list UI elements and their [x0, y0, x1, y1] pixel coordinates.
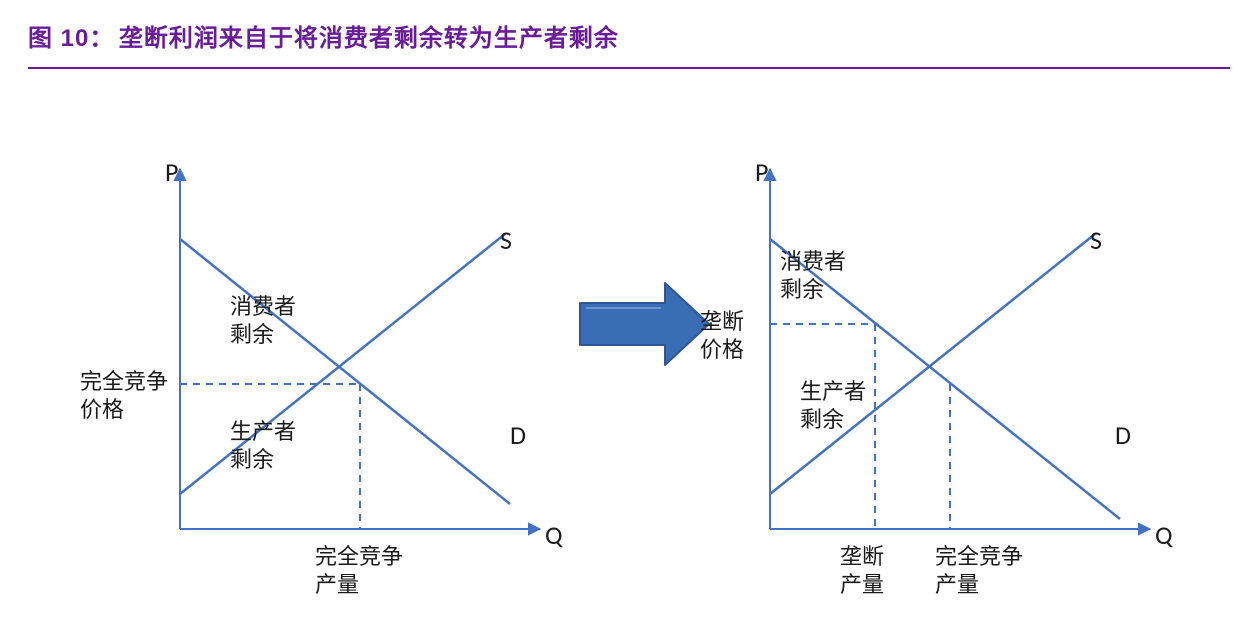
label-consumer_surplus_l1: 消费者	[230, 294, 296, 319]
p-label: P	[165, 156, 178, 188]
label-producer_surplus_l2: 剩余	[800, 407, 844, 432]
label-monopoly_price_l2: 价格	[700, 337, 744, 362]
label-compet_q_l1: 完全竞争	[935, 544, 1023, 569]
label-monopoly_price_l1: 垄断	[700, 309, 744, 334]
label-price_l2: 价格	[80, 397, 124, 422]
title-row: 图 10： 垄断利润来自于将消费者剩余转为生产者剩余	[0, 0, 1258, 63]
d-label: D	[510, 419, 526, 451]
s-label: S	[1090, 224, 1102, 256]
label-quantity_l2: 产量	[315, 572, 359, 597]
charts-area: PQSD消费者剩余完全竞争价格生产者剩余完全竞争产量PQSD消费者剩余垄断价格生…	[0, 69, 1258, 629]
q-label: Q	[545, 519, 563, 551]
label-quantity_l1: 完全竞争	[315, 544, 403, 569]
left-chart: PQSD消费者剩余完全竞争价格生产者剩余完全竞争产量	[80, 156, 563, 597]
label-consumer_surplus_l1: 消费者	[780, 249, 846, 274]
label-monopoly_q_l1: 垄断	[840, 544, 884, 569]
label-compet_q_l2: 产量	[935, 572, 979, 597]
right-chart: PQSD消费者剩余垄断价格生产者剩余垄断产量完全竞争产量	[700, 156, 1173, 597]
figure-title: 垄断利润来自于将消费者剩余转为生产者剩余	[119, 25, 619, 52]
q-label: Q	[1155, 519, 1173, 551]
p-label: P	[755, 156, 768, 188]
supply-line	[180, 234, 505, 494]
figure-number: 图 10：	[28, 25, 114, 52]
diagram-svg: PQSD消费者剩余完全竞争价格生产者剩余完全竞争产量PQSD消费者剩余垄断价格生…	[0, 69, 1258, 629]
s-label: S	[500, 224, 512, 256]
figure-container: 图 10： 垄断利润来自于将消费者剩余转为生产者剩余 PQSD消费者剩余完全竞争…	[0, 0, 1258, 638]
d-label: D	[1115, 419, 1131, 451]
label-producer_surplus_l2: 剩余	[230, 447, 274, 472]
label-monopoly_q_l2: 产量	[840, 572, 884, 597]
transition-arrow	[580, 283, 709, 365]
label-producer_surplus_l1: 生产者	[230, 419, 296, 444]
label-producer_surplus_l1: 生产者	[800, 379, 866, 404]
label-consumer_surplus_l2: 剩余	[230, 322, 274, 347]
label-price_l1: 完全竞争	[80, 369, 168, 394]
label-consumer_surplus_l2: 剩余	[780, 277, 824, 302]
